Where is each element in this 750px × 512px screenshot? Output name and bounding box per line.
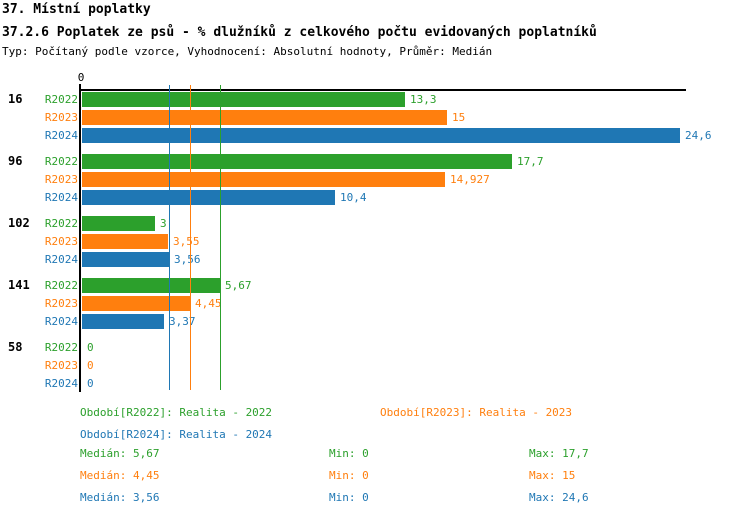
median-line (190, 85, 191, 390)
bar-value-label: 4,45 (195, 297, 222, 310)
category-label: 58 (8, 340, 23, 354)
series-label: R2022 (44, 93, 78, 106)
bar (82, 110, 447, 125)
bar-value-label: 3,37 (169, 315, 196, 328)
bar-value-label: 0 (87, 377, 94, 390)
y-axis-line (79, 84, 81, 392)
x-axis-line (79, 89, 686, 91)
bar (82, 172, 445, 187)
category-label: 16 (8, 92, 23, 106)
report-subtitle: 37.2.6 Poplatek ze psů - % dlužníků z ce… (2, 25, 597, 40)
series-label: R2023 (44, 235, 78, 248)
stat-min-r2022: Min: 0 (329, 447, 369, 460)
stat-min-r2023: Min: 0 (329, 469, 369, 482)
series-label: R2022 (44, 279, 78, 292)
series-label: R2023 (44, 359, 78, 372)
bar-value-label: 5,67 (225, 279, 252, 292)
legend-item-r2023: Období[R2023]: Realita - 2023 (380, 406, 573, 419)
series-label: R2024 (44, 129, 78, 142)
bar-value-label: 3,55 (173, 235, 200, 248)
stat-max-r2022: Max: 17,7 (529, 447, 589, 460)
legend-item-r2024: Období[R2024]: Realita - 2024 (80, 428, 273, 441)
report-title: 37. Místní poplatky (2, 2, 151, 17)
stat-max-r2024: Max: 24,6 (529, 491, 589, 504)
series-label: R2023 (44, 173, 78, 186)
category-label: 96 (8, 154, 23, 168)
category-label: 102 (8, 216, 30, 230)
series-label: R2024 (44, 377, 78, 390)
bar (82, 216, 155, 231)
bar-value-label: 14,927 (450, 173, 490, 186)
bar-value-label: 0 (87, 341, 94, 354)
series-label: R2022 (44, 217, 78, 230)
bar (82, 278, 220, 293)
bar (82, 154, 512, 169)
bar-value-label: 15 (452, 111, 466, 124)
stat-median-r2023: Medián: 4,45 (80, 469, 160, 482)
bar-value-label: 3 (160, 217, 167, 230)
median-line (220, 85, 221, 390)
series-label: R2024 (44, 253, 78, 266)
bar-value-label: 17,7 (517, 155, 544, 168)
series-label: R2024 (44, 191, 78, 204)
series-label: R2023 (44, 111, 78, 124)
bar (82, 252, 169, 267)
zero-tick-label: 0 (77, 71, 85, 84)
series-label: R2024 (44, 315, 78, 328)
bar-value-label: 0 (87, 359, 94, 372)
bar-chart: 0 16 R2022 13,3 R2023 15 R2024 24,6 96 R2022 17,7… (8, 71, 712, 392)
legend-item-r2022: Období[R2022]: Realita - 2022 (80, 406, 273, 419)
stat-max-r2023: Max: 15 (529, 469, 576, 482)
series-label: R2022 (44, 155, 78, 168)
category-label: 141 (8, 278, 30, 292)
median-line (169, 85, 170, 390)
stat-median-r2024: Medián: 3,56 (80, 491, 160, 504)
bar-value-label: 10,4 (340, 191, 367, 204)
bar (82, 234, 168, 249)
report-meta-line: Typ: Počítaný podle vzorce, Vyhodnocení:… (2, 45, 493, 58)
stat-min-r2024: Min: 0 (329, 491, 369, 504)
bar (82, 296, 190, 311)
bar-value-label: 3,56 (174, 253, 201, 266)
stat-median-r2022: Medián: 5,67 (80, 447, 160, 460)
bar (82, 190, 335, 205)
series-label: R2023 (44, 297, 78, 310)
series-label: R2022 (44, 341, 78, 354)
bar (82, 314, 164, 329)
bar-value-label: 13,3 (410, 93, 437, 106)
bar (82, 92, 405, 107)
bar (82, 128, 680, 143)
bar-value-label: 24,6 (685, 129, 712, 142)
